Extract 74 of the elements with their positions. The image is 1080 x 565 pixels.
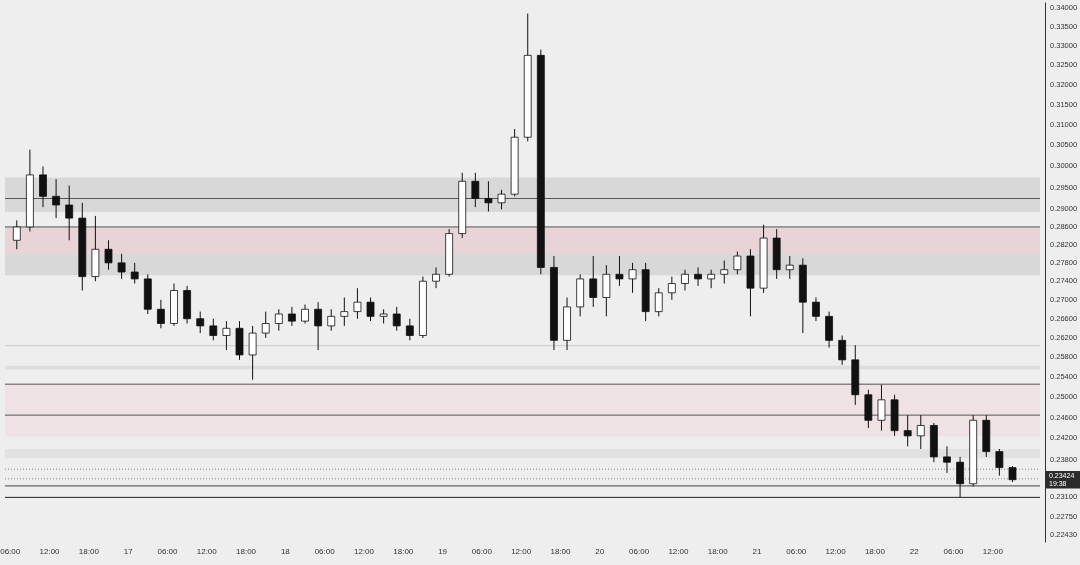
candlestick [104,239,113,271]
x-tick-label: 22 [909,547,920,556]
candlestick [628,262,637,294]
x-tick-label: 06:00 [0,547,21,556]
x-tick-label: 18 [280,547,291,556]
candlestick [497,189,506,210]
candlestick [707,269,716,289]
x-tick-label: 12:00 [39,547,61,556]
candlestick [39,165,47,208]
candlestick [222,320,231,351]
candlestick [157,299,165,329]
x-tick-label: 06:00 [943,547,965,556]
candlestick [589,255,598,308]
candlestick [812,296,820,322]
candlestick [327,308,336,332]
candlestick [602,264,611,317]
candlestick [274,308,283,332]
x-tick-label: 12:00 [511,547,532,556]
x-tick-label: 12:00 [668,547,689,556]
candlestick [654,287,663,317]
candlestick [340,296,349,327]
x-tick-label: 18:00 [236,547,257,556]
candlestick [733,251,742,275]
candlestick [825,311,833,349]
candlestick [65,185,74,241]
candlestick [903,414,912,447]
candlestick [694,266,702,287]
x-tick-label: 21 [752,547,763,556]
x-tick-label: 12:00 [353,547,375,556]
candlestick [248,325,257,381]
candlestick [209,318,218,341]
x-tick-label: 12:00 [196,547,218,556]
candlestick [667,276,676,301]
candlestick [995,448,1004,477]
x-tick-label: 06:00 [314,547,336,556]
x-tick-label: 06:00 [157,547,179,556]
candlestick [615,255,624,287]
x-tick-label: 18:00 [78,547,100,556]
x-tick-label: 18:00 [864,547,886,556]
candlestick [681,269,689,291]
x-tick-label: 06:00 [471,547,493,556]
candlestick [432,266,440,289]
candlestick [288,306,296,327]
candlestick [196,311,205,334]
candlestick [117,253,126,280]
candlestick [261,311,270,339]
x-tick-label: 17 [123,547,134,556]
candlestick [720,260,729,285]
candlestick [956,456,964,498]
x-tick-label: 20 [595,547,605,556]
candlestick [838,335,847,366]
candlestick [877,384,886,432]
x-tick-label: 06:00 [629,547,650,556]
candlestick [301,304,309,324]
candlestick [943,445,951,474]
candlestick [366,296,375,322]
x-tick-label: 19 [438,547,448,556]
candlestick [314,301,323,351]
x-tick-label: 18:00 [393,547,414,556]
candlestick [52,178,60,219]
x-tick-label: 12:00 [825,547,847,556]
candlestick [785,255,794,280]
candlestick [484,180,493,213]
candlestick [405,318,414,341]
candlestick [392,306,401,332]
candlestick [916,414,925,450]
x-tick-label: 18:00 [550,547,572,556]
x-tick-label: 18:00 [707,547,729,556]
candlestick [12,219,21,250]
x-tick-label: 12:00 [982,547,1004,556]
candlestick [471,172,480,208]
x-tick-label: 06:00 [786,547,807,556]
candlestick [353,287,362,320]
candlestick [130,262,139,285]
